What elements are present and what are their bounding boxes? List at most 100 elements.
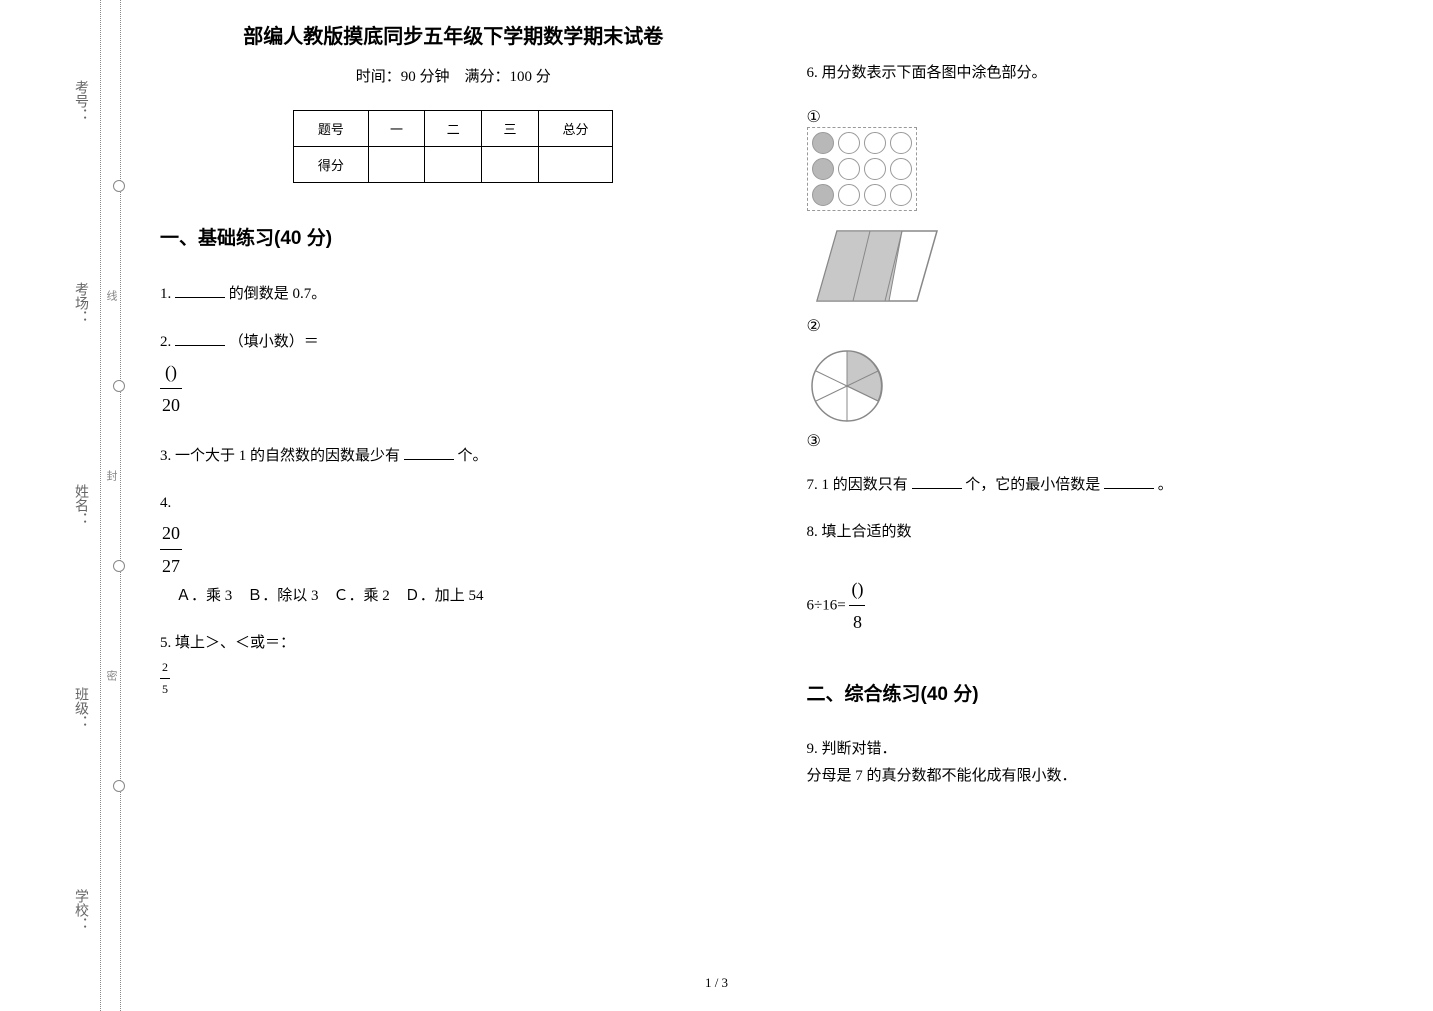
- question-number: 9.: [807, 741, 818, 757]
- question-number: 3.: [160, 448, 171, 464]
- fold-circle: [113, 560, 125, 572]
- blank: [175, 328, 225, 346]
- table-header: 题号: [294, 111, 368, 147]
- pie-shape: [807, 346, 887, 426]
- score-table: 题号 一 二 三 总分 得分: [293, 110, 613, 183]
- circle-empty: [864, 132, 886, 154]
- circle-filled: [812, 132, 834, 154]
- denominator: 5: [160, 679, 170, 701]
- circle-empty: [838, 158, 860, 180]
- fold-circle: [113, 180, 125, 192]
- table-header: 一: [368, 111, 425, 147]
- blank: [1104, 471, 1154, 489]
- question-text: 用分数表示下面各图中涂色部分。: [822, 65, 1047, 81]
- table-header: 三: [482, 111, 539, 147]
- question-text: 。: [1158, 477, 1173, 493]
- question-number: 5.: [160, 635, 171, 651]
- section-title: 二、综合练习(40 分): [807, 679, 1394, 706]
- exam-title: 部编人教版摸底同步五年级下学期数学期末试卷: [160, 20, 747, 49]
- content-area: 部编人教版摸底同步五年级下学期数学期末试卷 时间：90 分钟 满分：100 分 …: [160, 20, 1393, 971]
- exam-subtitle: 时间：90 分钟 满分：100 分: [160, 65, 747, 86]
- figure-3: ③: [807, 346, 1394, 451]
- question-4: 4. 20 27 Ａ．乘 3 Ｂ．除以 3 Ｃ．乘 2 Ｄ．加上 54: [160, 490, 747, 610]
- table-header: 二: [425, 111, 482, 147]
- question-number: 8.: [807, 524, 818, 540]
- question-text: （填小数）＝: [229, 334, 319, 350]
- binding-label-class: 班级：: [70, 687, 90, 729]
- circles-grid: [807, 127, 917, 211]
- exam-page: 线 封 密 考号： 考场： 姓名： 班级： 学校： 部编人教版摸底同步五年级下学…: [0, 0, 1433, 1011]
- fold-circle: [113, 780, 125, 792]
- circle-empty: [864, 158, 886, 180]
- denominator: 20: [160, 389, 182, 421]
- circle-empty: [890, 158, 912, 180]
- question-text: 的倒数是 0.7。: [229, 286, 327, 302]
- fraction: () 20: [160, 356, 182, 422]
- fraction: 2 5: [160, 657, 170, 701]
- table-row-label: 得分: [294, 147, 368, 183]
- table-cell: [425, 147, 482, 183]
- circle-number: ①: [807, 109, 821, 126]
- fraction: 20 27: [160, 517, 182, 583]
- circle-empty: [838, 132, 860, 154]
- circle-number: ③: [807, 433, 821, 450]
- circle-empty: [890, 132, 912, 154]
- figure-2: ②: [807, 221, 1394, 336]
- dotted-line: [120, 0, 121, 1011]
- numerator: (): [160, 356, 182, 389]
- table-header: 总分: [538, 111, 612, 147]
- binding-label-name: 姓名：: [70, 484, 90, 526]
- question-number: 6.: [807, 65, 818, 81]
- blank: [912, 471, 962, 489]
- figure-1: ①: [807, 107, 1394, 211]
- question-text: 判断对错．: [822, 741, 897, 757]
- fraction: () 8: [849, 573, 865, 639]
- table-cell: [538, 147, 612, 183]
- blank: [404, 442, 454, 460]
- fold-circle: [113, 380, 125, 392]
- circle-empty: [864, 184, 886, 206]
- question-number: 7.: [807, 477, 818, 493]
- right-column: 6. 用分数表示下面各图中涂色部分。 ①: [807, 20, 1394, 971]
- numerator: 2: [160, 657, 170, 680]
- question-statement: 分母是 7 的真分数都不能化成有限小数．: [807, 768, 1077, 784]
- blank: [175, 280, 225, 298]
- question-text: 1 的因数只有: [822, 477, 908, 493]
- circle-number: ②: [807, 318, 821, 335]
- parallelogram-shape: [807, 221, 947, 311]
- binding-label-exam-id: 考号：: [70, 80, 90, 122]
- circle-empty: [890, 184, 912, 206]
- question-number: 1.: [160, 286, 171, 302]
- circle-filled: [812, 184, 834, 206]
- numerator: 20: [160, 517, 182, 550]
- question-1: 1. 的倒数是 0.7。: [160, 280, 747, 308]
- question-text: 个，它的最小倍数是: [965, 477, 1100, 493]
- question-text: 填上＞、＜或＝：: [175, 635, 295, 651]
- page-number: 1 / 3: [705, 975, 728, 991]
- section-title: 一、基础练习(40 分): [160, 223, 747, 250]
- question-8: 8. 填上合适的数 6÷16= () 8: [807, 519, 1394, 639]
- question-text: 一个大于 1 的自然数的因数最少有: [175, 448, 400, 464]
- table-cell: [482, 147, 539, 183]
- question-7: 7. 1 的因数只有 个，它的最小倍数是 。: [807, 471, 1394, 499]
- question-3: 3. 一个大于 1 的自然数的因数最少有 个。: [160, 442, 747, 470]
- question-options: Ａ．乘 3 Ｂ．除以 3 Ｃ．乘 2 Ｄ．加上 54: [176, 588, 484, 604]
- question-text: 个。: [458, 448, 488, 464]
- circle-empty: [838, 184, 860, 206]
- denominator: 8: [849, 606, 865, 638]
- question-number: 4.: [160, 495, 171, 511]
- question-6: 6. 用分数表示下面各图中涂色部分。: [807, 60, 1394, 87]
- question-number: 2.: [160, 334, 171, 350]
- question-2: 2. （填小数）＝ () 20: [160, 328, 747, 422]
- denominator: 27: [160, 550, 182, 582]
- binding-label-school: 学校：: [70, 889, 90, 931]
- question-5: 5. 填上＞、＜或＝： 2 5: [160, 630, 747, 701]
- question-9: 9. 判断对错． 分母是 7 的真分数都不能化成有限小数．: [807, 736, 1394, 790]
- table-cell: [368, 147, 425, 183]
- numerator: (): [849, 573, 865, 606]
- binding-edge: 考号： 考场： 姓名： 班级： 学校：: [50, 0, 110, 1011]
- equation-left: 6÷16=: [807, 597, 846, 613]
- circle-filled: [812, 158, 834, 180]
- binding-label-room: 考场：: [70, 282, 90, 324]
- question-text: 填上合适的数: [822, 524, 912, 540]
